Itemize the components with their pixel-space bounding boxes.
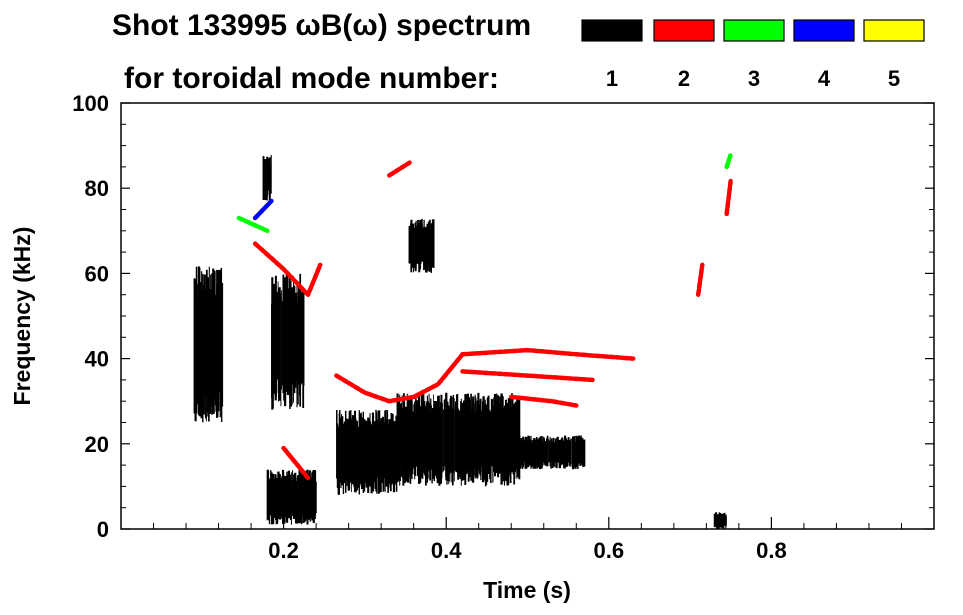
series-mode-4 [252,198,274,221]
y-axis-label: Frequency (kHz) [9,227,35,406]
mode-2-track-3 [460,369,595,383]
y-tick-label: 40 [85,347,109,372]
legend-label-mode-5: 5 [888,66,900,91]
legend-swatch-mode-3 [723,19,785,42]
legend-swatch-mode-2 [653,19,715,42]
legend-swatch-mode-1 [581,19,643,42]
x-tick-label: 0.4 [431,538,462,563]
mode-2-track-5 [387,160,412,178]
mode-2-track-6 [281,445,311,481]
x-axis-label: Time (s) [483,577,571,603]
legend-swatch-mode-4 [793,19,855,42]
y-tick-label: 60 [85,261,109,286]
y-tick-label: 20 [85,432,109,457]
mode-2-track-2 [460,347,636,361]
series-mode-1 [193,155,727,529]
chart-title: Shot 133995 ωB(ω) spectrum [112,9,531,42]
legend: 1 2 3 4 5 [581,19,925,91]
x-tick-label: 0.8 [756,538,787,563]
legend-label-mode-1: 1 [606,66,618,91]
y-tick-label: 0 [97,517,109,542]
y-tick-label: 80 [85,176,109,201]
mode-3-track-0 [236,215,270,234]
plot-data [193,151,734,529]
axis-ticks: 0 20 40 60 80 100 0.2 0.4 0.6 0.8 [72,91,934,563]
mode-2-track-4 [508,394,579,408]
legend-swatch-mode-5 [863,19,925,42]
mode-2-track-7 [695,262,705,297]
mode-4-track-0 [252,198,274,221]
x-tick-label: 0.2 [268,538,299,563]
legend-label-mode-3: 3 [748,66,760,91]
x-tick-label: 0.6 [594,538,625,563]
legend-label-mode-4: 4 [818,66,831,91]
mode-3-track-1 [724,151,734,170]
y-tick-label: 100 [72,91,109,116]
mode-2-track-8 [724,177,734,217]
chart-subtitle: for toroidal mode number: [124,62,499,95]
mode-2-track-0 [252,241,323,297]
series-mode-3 [236,151,734,234]
series-mode-2 [252,160,734,481]
legend-label-mode-2: 2 [678,66,690,91]
mode-2-track-1 [334,352,465,404]
